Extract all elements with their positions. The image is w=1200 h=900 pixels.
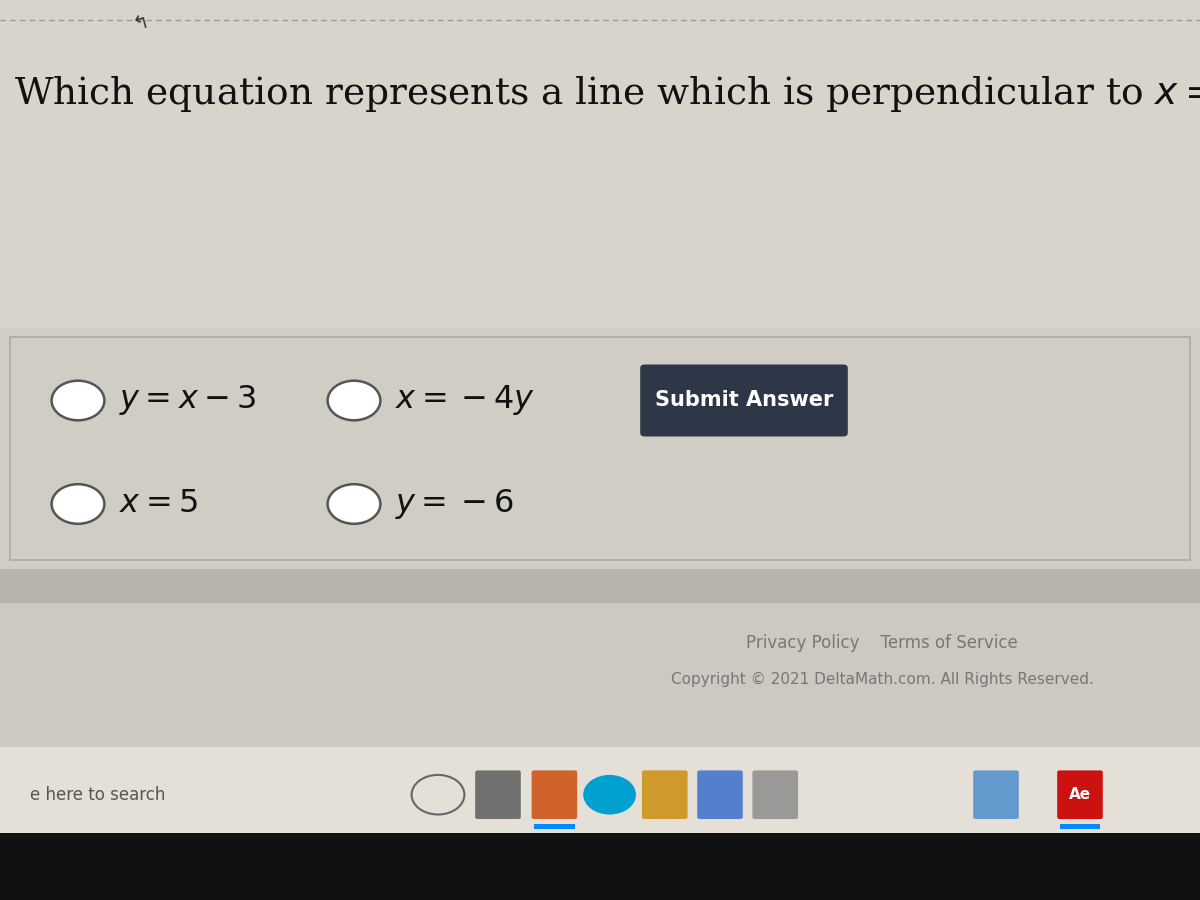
Bar	[0, 569, 1200, 603]
FancyBboxPatch shape	[973, 770, 1019, 819]
Bar	[534, 824, 575, 829]
Bar	[0, 0, 1200, 760]
Text: Which equation represents a line which is perpendicular to $x = 0$?: Which equation represents a line which i…	[14, 75, 1200, 114]
Circle shape	[583, 775, 636, 814]
FancyBboxPatch shape	[641, 364, 848, 436]
Text: Submit Answer: Submit Answer	[655, 391, 833, 410]
FancyBboxPatch shape	[475, 770, 521, 819]
Text: Ae: Ae	[1069, 788, 1091, 802]
Circle shape	[328, 381, 380, 420]
Text: Privacy Policy    Terms of Service: Privacy Policy Terms of Service	[746, 634, 1018, 652]
FancyBboxPatch shape	[697, 770, 743, 819]
Bar	[0, 832, 1200, 900]
Circle shape	[328, 484, 380, 524]
Circle shape	[52, 484, 104, 524]
Text: $x = -4y$: $x = -4y$	[395, 383, 535, 418]
Text: $x = 5$: $x = 5$	[119, 489, 198, 519]
Bar	[0, 603, 1200, 760]
FancyBboxPatch shape	[642, 770, 688, 819]
Text: e here to search: e here to search	[30, 786, 166, 804]
Text: $y = -6$: $y = -6$	[395, 487, 514, 521]
FancyBboxPatch shape	[1057, 770, 1103, 819]
FancyBboxPatch shape	[752, 770, 798, 819]
Circle shape	[52, 381, 104, 420]
Bar	[0, 328, 1200, 569]
Text: $y = x - 3$: $y = x - 3$	[119, 383, 256, 418]
FancyBboxPatch shape	[532, 770, 577, 819]
Text: Copyright © 2021 DeltaMath.com. All Rights Reserved.: Copyright © 2021 DeltaMath.com. All Righ…	[671, 672, 1093, 687]
Bar	[1060, 824, 1100, 829]
Bar	[0, 747, 1200, 833]
Text: ↰: ↰	[131, 11, 152, 34]
